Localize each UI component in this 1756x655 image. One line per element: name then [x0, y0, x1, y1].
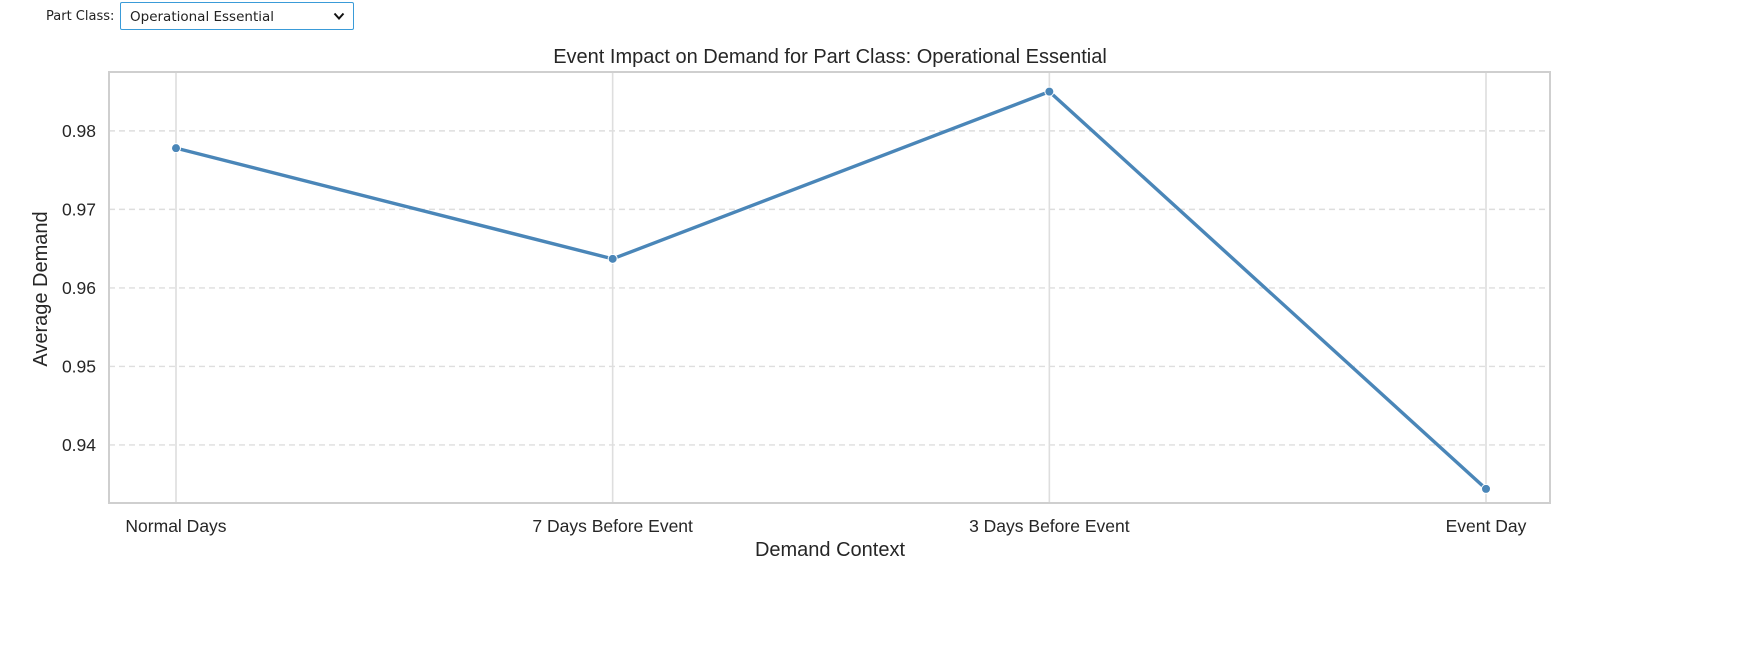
x-tick-label: Event Day — [1446, 516, 1527, 536]
y-tick-label: 0.97 — [62, 199, 96, 219]
series-line — [174, 89, 1488, 491]
x-tick-label: 3 Days Before Event — [969, 516, 1130, 536]
part-class-label: Part Class: — [46, 9, 115, 24]
chevron-down-icon — [333, 12, 345, 20]
part-class-control: Part Class: Operational Essential — [0, 0, 1756, 34]
x-tick-labels: Normal Days 7 Days Before Event 3 Days Bef… — [125, 516, 1526, 536]
x-tick-label: Normal Days — [125, 516, 226, 536]
y-tick-label: 0.98 — [62, 121, 96, 141]
grid-layer — [109, 72, 1550, 503]
line-chart: Event Impact on Demand for Part Class: O… — [30, 46, 1551, 561]
data-point — [1481, 483, 1491, 494]
y-tick-label: 0.94 — [62, 435, 96, 455]
y-axis-label: Average Demand — [30, 211, 52, 366]
data-point — [607, 253, 618, 264]
part-class-selected-value: Operational Essential — [130, 9, 275, 25]
plot-frame — [108, 71, 1551, 504]
x-tick-label: 7 Days Before Event — [532, 516, 693, 536]
series-layer — [171, 86, 1491, 494]
x-axis-label: Demand Context — [755, 539, 906, 561]
data-point — [1044, 86, 1055, 97]
part-class-select[interactable]: Operational Essential — [120, 2, 354, 30]
y-tick-label: 0.95 — [62, 356, 96, 376]
y-tick-label: 0.96 — [62, 278, 96, 298]
data-point — [171, 143, 181, 154]
chart-title: Event Impact on Demand for Part Class: O… — [553, 46, 1107, 68]
y-tick-labels: 0.94 0.95 0.96 0.97 0.98 — [62, 121, 96, 455]
